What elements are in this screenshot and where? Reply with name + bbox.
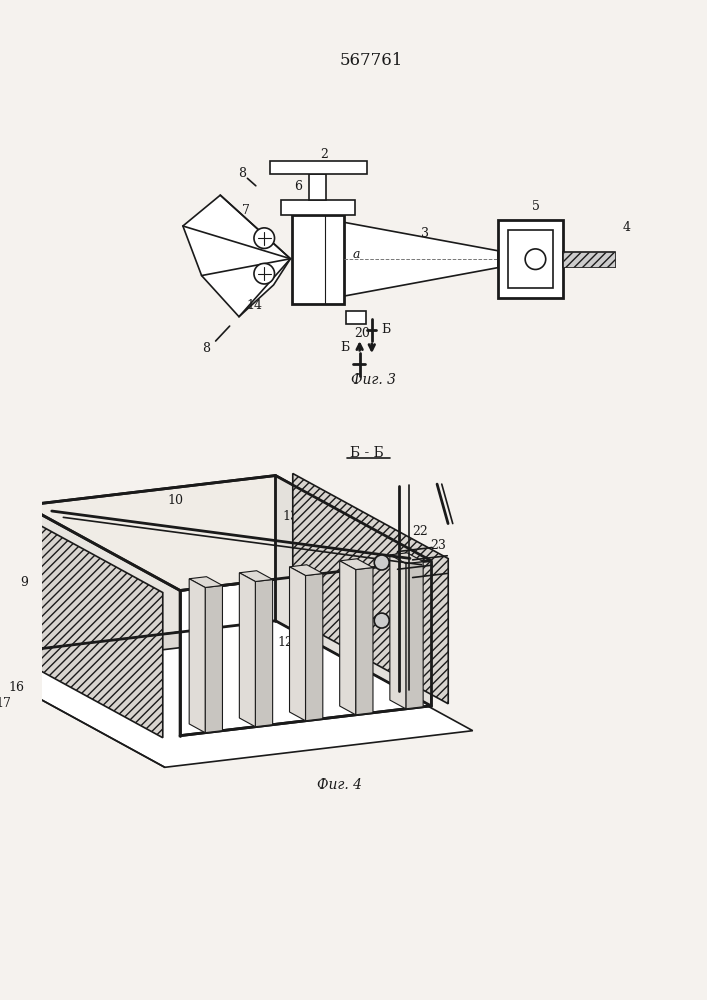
Text: 7: 7: [242, 204, 250, 217]
Text: Фиг. 3: Фиг. 3: [351, 373, 396, 387]
Bar: [563, 252, 615, 267]
Polygon shape: [7, 507, 163, 738]
Polygon shape: [344, 222, 498, 296]
Text: 5: 5: [532, 200, 539, 213]
Polygon shape: [292, 215, 344, 304]
Polygon shape: [309, 174, 326, 200]
Polygon shape: [563, 252, 615, 267]
Text: 20: 20: [354, 327, 370, 340]
Polygon shape: [189, 579, 205, 733]
Text: 19: 19: [392, 562, 409, 575]
Circle shape: [254, 263, 274, 284]
Text: 9: 9: [20, 576, 28, 589]
Text: 22: 22: [411, 525, 428, 538]
Text: 10: 10: [168, 494, 183, 507]
Polygon shape: [406, 562, 423, 709]
Polygon shape: [25, 621, 431, 736]
Polygon shape: [356, 568, 373, 715]
Text: 4: 4: [622, 221, 630, 234]
Polygon shape: [498, 220, 563, 298]
Circle shape: [374, 555, 390, 570]
Text: Б - Б: Б - Б: [350, 446, 384, 460]
Polygon shape: [281, 200, 355, 215]
Text: 17: 17: [0, 697, 11, 710]
Polygon shape: [189, 577, 223, 587]
Text: a: a: [353, 248, 361, 261]
Text: 3: 3: [421, 227, 429, 240]
Polygon shape: [339, 561, 356, 715]
Polygon shape: [289, 565, 323, 576]
Polygon shape: [270, 161, 367, 174]
Text: 8: 8: [238, 167, 246, 180]
Text: 2: 2: [320, 148, 328, 161]
Polygon shape: [293, 473, 448, 704]
Polygon shape: [180, 561, 431, 736]
Polygon shape: [339, 559, 373, 570]
Text: 11: 11: [367, 530, 382, 543]
Text: 567761: 567761: [340, 52, 404, 69]
Polygon shape: [346, 311, 366, 324]
Text: 12: 12: [277, 636, 293, 649]
Polygon shape: [276, 476, 431, 706]
Text: 16: 16: [8, 681, 25, 694]
Text: 8: 8: [202, 342, 210, 355]
Text: 23: 23: [431, 539, 446, 552]
Polygon shape: [390, 553, 423, 564]
Polygon shape: [240, 571, 273, 582]
Polygon shape: [508, 230, 553, 288]
Text: 15: 15: [352, 650, 368, 663]
Polygon shape: [25, 476, 431, 590]
Polygon shape: [25, 476, 276, 651]
Text: 6: 6: [294, 180, 302, 193]
Circle shape: [525, 249, 546, 269]
Polygon shape: [183, 195, 291, 317]
Polygon shape: [390, 555, 406, 709]
Circle shape: [374, 613, 390, 628]
Text: 14: 14: [247, 299, 263, 312]
Text: 13: 13: [283, 510, 299, 523]
Polygon shape: [0, 634, 473, 767]
Text: 18: 18: [392, 621, 409, 634]
Polygon shape: [240, 573, 255, 727]
Text: Фиг. 4: Фиг. 4: [317, 778, 361, 792]
Text: Б: Б: [340, 341, 349, 354]
Text: Б: Б: [381, 323, 390, 336]
Polygon shape: [289, 567, 305, 721]
Polygon shape: [305, 574, 323, 721]
Polygon shape: [205, 585, 223, 733]
Polygon shape: [255, 579, 273, 727]
Circle shape: [254, 228, 274, 248]
